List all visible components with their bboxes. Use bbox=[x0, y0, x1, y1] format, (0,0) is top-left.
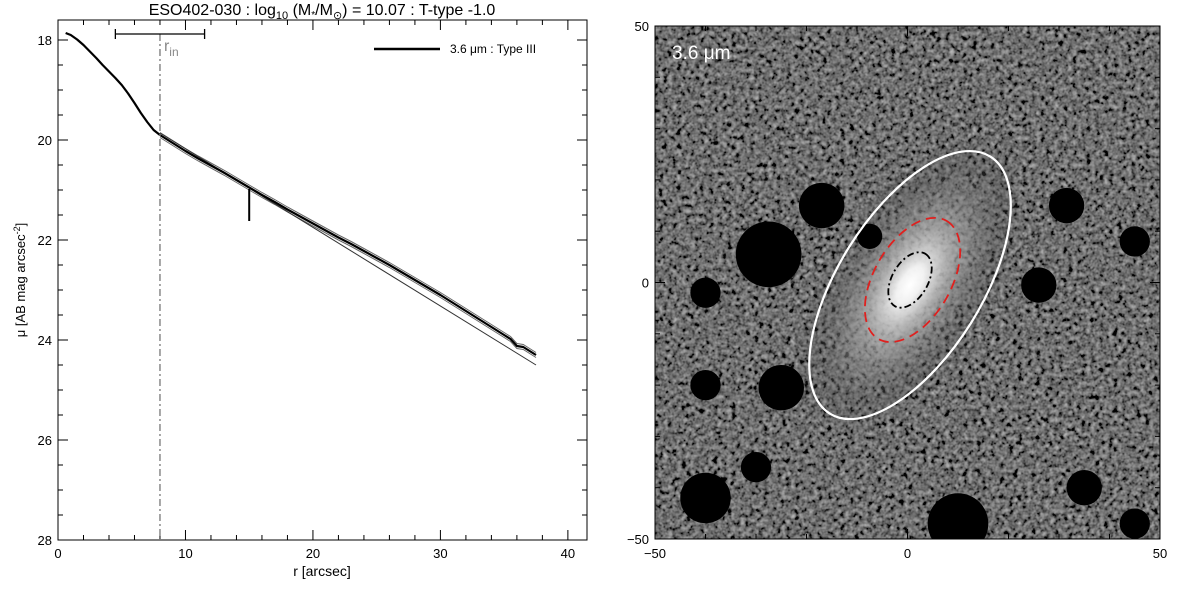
image-panel: −50 0 50 −50 0 50 3.6 μm bbox=[627, 19, 1167, 561]
star-mask bbox=[735, 221, 802, 288]
y-axis-label: μ [AB mag arcsec-2] bbox=[12, 223, 28, 338]
star-mask bbox=[690, 369, 721, 401]
profile-lower-bound bbox=[159, 132, 537, 353]
r-in-label: rin bbox=[164, 38, 179, 59]
profile-axis-ticks: 0 10 20 30 40 18 20 22 24 26 28 bbox=[38, 20, 587, 561]
x-tick-label: 20 bbox=[306, 546, 320, 561]
y-tick-label: 24 bbox=[38, 333, 52, 348]
profile-line bbox=[65, 31, 537, 356]
x-tick-label: 40 bbox=[561, 546, 575, 561]
x-tick-label: −50 bbox=[644, 546, 666, 561]
star-mask bbox=[758, 364, 804, 411]
x-axis-label: r [arcsec] bbox=[293, 563, 351, 579]
star-mask bbox=[1119, 508, 1150, 539]
mid-ellipse bbox=[863, 216, 962, 343]
star-mask bbox=[927, 493, 989, 539]
galaxy-light bbox=[796, 134, 1025, 436]
y-tick-label: 22 bbox=[38, 233, 52, 248]
x-tick-label: 0 bbox=[904, 546, 911, 561]
isophote-ellipses bbox=[808, 149, 1012, 421]
band-label: 3.6 μm bbox=[672, 43, 730, 64]
star-mask bbox=[1048, 187, 1085, 224]
profile-plot: 0 10 20 30 40 18 20 22 24 26 28 rin 3.6 μm : Type … bbox=[12, 19, 588, 579]
image-axis-ticks: −50 0 50 −50 0 50 bbox=[627, 19, 1167, 561]
y-tick-label: 26 bbox=[38, 433, 52, 448]
star-mask bbox=[680, 472, 731, 524]
inner-ellipse bbox=[887, 251, 933, 309]
x-tick-label: 30 bbox=[433, 546, 447, 561]
profile-plot-area bbox=[65, 31, 537, 366]
profile-upper-bound bbox=[159, 137, 537, 358]
galaxy-glow bbox=[796, 134, 1025, 436]
star-mask bbox=[1066, 470, 1102, 506]
profile-plot-frame bbox=[57, 19, 588, 541]
y-tick-label: −50 bbox=[627, 532, 649, 547]
x-tick-label: 50 bbox=[1153, 546, 1167, 561]
star-mask bbox=[740, 452, 772, 483]
star-mask bbox=[798, 182, 845, 229]
profile-annotations: rin bbox=[114, 29, 251, 540]
legend-label: 3.6 μm : Type III bbox=[450, 42, 536, 56]
outer-ellipse bbox=[808, 149, 1012, 421]
star-mask bbox=[1021, 267, 1057, 303]
x-tick-label: 10 bbox=[178, 546, 192, 561]
y-tick-label: 28 bbox=[38, 533, 52, 548]
star-masks bbox=[680, 182, 1150, 539]
y-tick-label: 20 bbox=[38, 133, 52, 148]
star-mask bbox=[690, 277, 721, 308]
star-mask bbox=[1119, 226, 1150, 257]
legend: 3.6 μm : Type III bbox=[374, 42, 536, 56]
y-tick-label: 18 bbox=[38, 33, 52, 48]
y-tick-label: 50 bbox=[635, 19, 649, 34]
x-tick-label: 0 bbox=[54, 546, 61, 561]
figure-title: ESO402-030 : log10 (M*/M⊙) = 10.07 : T-t… bbox=[149, 2, 496, 22]
y-tick-label: 0 bbox=[642, 276, 649, 291]
star-mask bbox=[857, 223, 883, 249]
